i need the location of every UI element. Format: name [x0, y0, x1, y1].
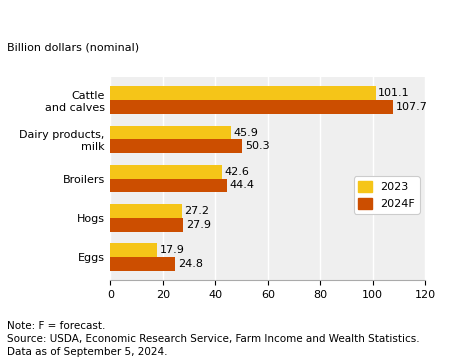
Text: 50.3: 50.3 — [245, 141, 270, 151]
Text: 42.6: 42.6 — [225, 167, 250, 177]
Legend: 2023, 2024F: 2023, 2024F — [354, 176, 420, 214]
Text: 44.4: 44.4 — [230, 181, 254, 191]
Text: 101.1: 101.1 — [378, 88, 410, 98]
Bar — [110, 87, 376, 100]
Bar — [110, 204, 182, 218]
Bar — [110, 126, 231, 139]
Text: Billion dollars (nominal): Billion dollars (nominal) — [7, 42, 139, 52]
Text: 27.9: 27.9 — [186, 220, 211, 230]
Text: 107.7: 107.7 — [396, 102, 428, 112]
Text: Note: F = forecast.
Source: USDA, Economic Research Service, Farm Income and Wea: Note: F = forecast. Source: USDA, Econom… — [7, 321, 419, 357]
Bar — [110, 257, 176, 271]
Text: 17.9: 17.9 — [160, 245, 185, 255]
Text: 45.9: 45.9 — [234, 127, 258, 137]
Bar — [110, 179, 227, 192]
Bar — [110, 243, 157, 257]
Bar — [110, 218, 184, 232]
Bar — [110, 100, 393, 114]
Bar — [110, 165, 222, 179]
Text: U.S. cash receipts for selected animals/products, 2023–24F: U.S. cash receipts for selected animals/… — [7, 13, 450, 28]
Bar — [110, 139, 242, 153]
Text: 24.8: 24.8 — [178, 259, 203, 269]
Text: 27.2: 27.2 — [184, 206, 209, 216]
